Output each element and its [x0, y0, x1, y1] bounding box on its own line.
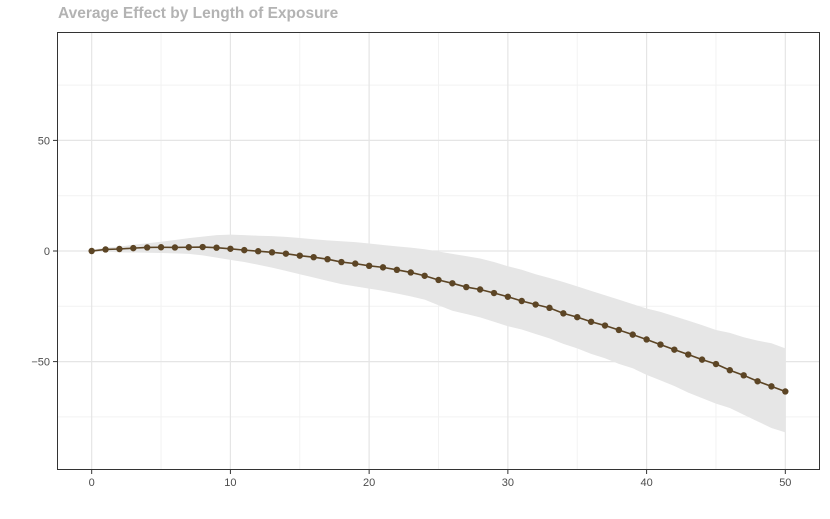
data-point	[88, 247, 95, 255]
data-point	[213, 244, 220, 251]
data-point	[338, 258, 345, 266]
y-tick-label: 0	[44, 246, 50, 258]
data-point	[254, 248, 262, 255]
data-point	[698, 356, 706, 363]
data-point	[421, 272, 428, 279]
data-point	[143, 244, 151, 251]
data-point	[685, 351, 692, 358]
data-point	[407, 269, 414, 276]
data-point	[324, 255, 331, 263]
data-point	[435, 276, 442, 284]
x-tick-label: 50	[779, 477, 791, 489]
panel-border	[57, 32, 820, 470]
data-point	[379, 264, 387, 271]
data-point	[352, 260, 359, 267]
data-point	[282, 250, 290, 257]
data-point	[199, 243, 206, 251]
data-point	[643, 336, 650, 343]
y-tick-label: −50	[31, 357, 50, 369]
data-point	[518, 297, 525, 305]
data-point	[476, 286, 484, 293]
data-point	[768, 383, 775, 390]
data-point	[102, 246, 109, 253]
data-point	[449, 280, 456, 287]
data-point	[560, 310, 567, 317]
data-point	[268, 249, 276, 256]
data-point	[657, 341, 664, 348]
data-point	[130, 244, 137, 252]
data-point	[241, 246, 248, 254]
data-point	[546, 304, 553, 312]
data-point	[587, 318, 595, 325]
data-point	[740, 372, 747, 379]
confidence-band-layer	[91, 234, 786, 433]
x-tick-label: 0	[89, 477, 95, 489]
data-point	[116, 245, 123, 253]
data-point	[463, 283, 470, 291]
data-point	[601, 322, 609, 329]
x-tick-label: 30	[502, 477, 514, 489]
chart-title: Average Effect by Length of Exposure	[58, 5, 339, 22]
data-point	[296, 252, 303, 259]
data-point	[171, 244, 179, 251]
data-point	[574, 313, 581, 321]
x-tick-label: 10	[224, 477, 236, 489]
axis-layer: 0 10 20 30 40 50 50 0 −50	[31, 135, 791, 489]
effect-points-layer	[88, 243, 789, 395]
data-point	[726, 367, 734, 374]
data-point	[671, 346, 678, 353]
data-point	[365, 262, 373, 270]
data-point	[629, 331, 636, 338]
data-point	[712, 360, 720, 368]
data-point	[310, 253, 317, 261]
data-point	[227, 245, 234, 252]
data-point	[782, 388, 789, 395]
y-tick-label: 50	[38, 135, 50, 147]
x-tick-label: 20	[363, 477, 375, 489]
x-tick-label: 40	[640, 477, 652, 489]
data-point	[185, 244, 192, 251]
data-point	[754, 378, 761, 385]
data-point	[157, 244, 165, 251]
data-point	[615, 326, 623, 334]
data-point	[490, 289, 498, 297]
confidence-band	[91, 234, 786, 433]
data-point	[504, 293, 512, 300]
data-point	[532, 301, 539, 308]
data-point	[393, 266, 401, 274]
